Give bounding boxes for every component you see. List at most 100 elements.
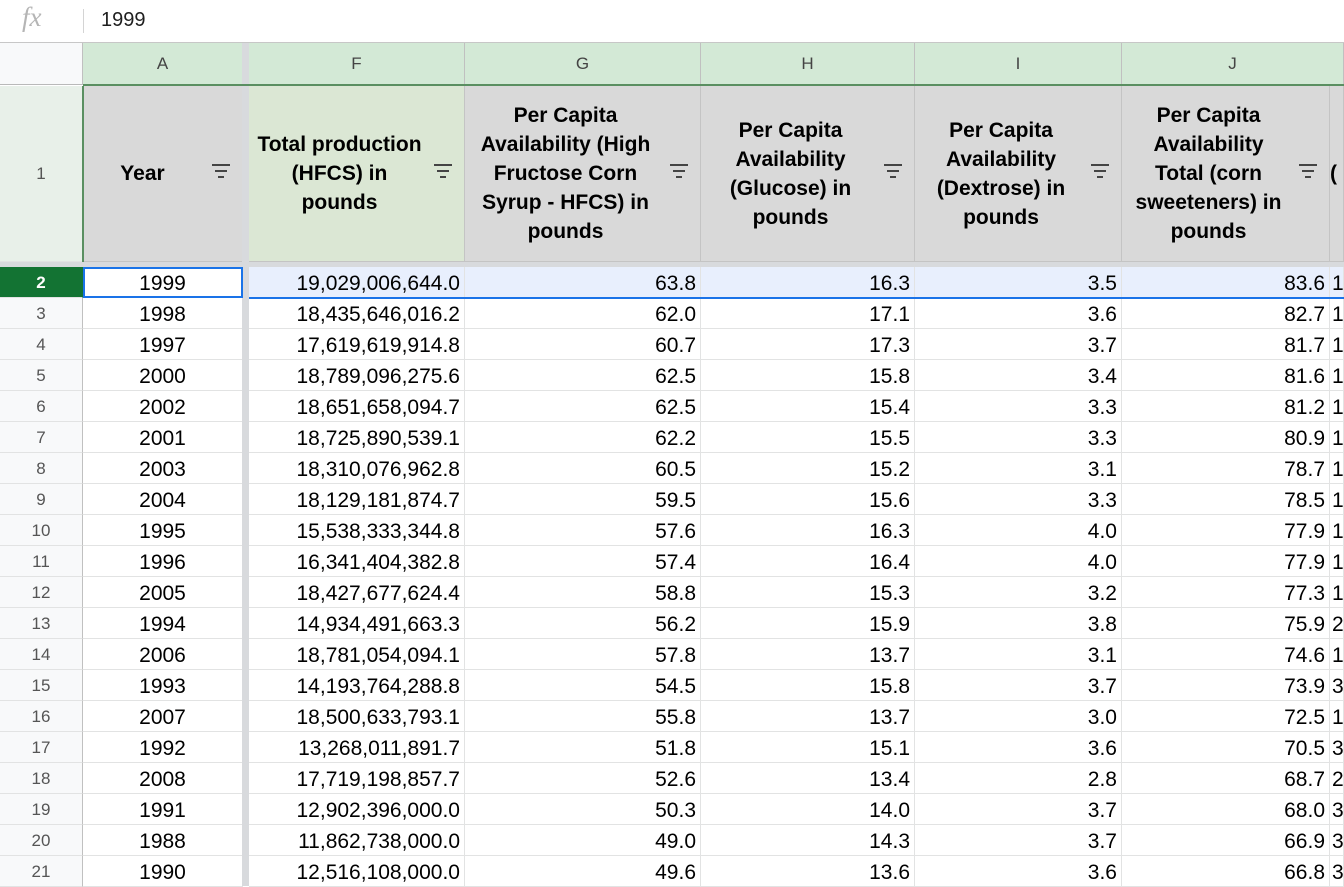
- table-cell[interactable]: 73.9: [1122, 670, 1330, 701]
- header-cell-j[interactable]: Per Capita Availability Total (corn swee…: [1122, 86, 1330, 262]
- table-cell[interactable]: 78.7: [1122, 453, 1330, 484]
- table-cell[interactable]: 15.6: [701, 484, 915, 515]
- table-cell[interactable]: 15.8: [701, 360, 915, 391]
- row-header-18[interactable]: 18: [0, 763, 83, 794]
- table-cell[interactable]: 1994: [83, 608, 243, 639]
- table-cell[interactable]: 3.3: [915, 422, 1122, 453]
- table-cell[interactable]: 62.0: [465, 298, 701, 329]
- table-cell[interactable]: 15.2: [701, 453, 915, 484]
- table-cell[interactable]: 18,435,646,016.2: [249, 298, 465, 329]
- table-cell[interactable]: 81.7: [1122, 329, 1330, 360]
- table-cell[interactable]: 18,725,890,539.1: [249, 422, 465, 453]
- table-cell-partial[interactable]: 1: [1330, 329, 1344, 360]
- table-cell[interactable]: 1995: [83, 515, 243, 546]
- table-cell[interactable]: 13.6: [701, 856, 915, 887]
- table-cell[interactable]: 51.8: [465, 732, 701, 763]
- row-header-17[interactable]: 17: [0, 732, 83, 763]
- row-header-19[interactable]: 19: [0, 794, 83, 825]
- filter-icon[interactable]: [668, 162, 690, 182]
- table-cell[interactable]: 3.2: [915, 577, 1122, 608]
- row-header-13[interactable]: 13: [0, 608, 83, 639]
- table-cell[interactable]: 13.7: [701, 639, 915, 670]
- table-cell[interactable]: 77.9: [1122, 546, 1330, 577]
- row-header-16[interactable]: 16: [0, 701, 83, 732]
- header-cell-a[interactable]: Year: [83, 86, 243, 262]
- table-cell[interactable]: 15.5: [701, 422, 915, 453]
- table-cell[interactable]: 15,538,333,344.8: [249, 515, 465, 546]
- table-cell[interactable]: 55.8: [465, 701, 701, 732]
- table-cell-partial[interactable]: 2: [1330, 763, 1344, 794]
- table-cell[interactable]: 49.0: [465, 825, 701, 856]
- table-cell[interactable]: 68.7: [1122, 763, 1330, 794]
- header-cell-f[interactable]: Total production (HFCS) in pounds: [249, 86, 465, 262]
- table-cell[interactable]: 15.3: [701, 577, 915, 608]
- row-header-21[interactable]: 21: [0, 856, 83, 887]
- table-cell[interactable]: 17,719,198,857.7: [249, 763, 465, 794]
- table-cell[interactable]: 2000: [83, 360, 243, 391]
- table-cell[interactable]: 1998: [83, 298, 243, 329]
- table-cell[interactable]: 15.8: [701, 670, 915, 701]
- table-cell[interactable]: 1990: [83, 856, 243, 887]
- table-cell[interactable]: 62.5: [465, 391, 701, 422]
- row-header-5[interactable]: 5: [0, 360, 83, 391]
- row-header-2[interactable]: 2: [0, 267, 83, 298]
- table-cell[interactable]: 66.9: [1122, 825, 1330, 856]
- table-cell[interactable]: 2007: [83, 701, 243, 732]
- table-cell[interactable]: 13.7: [701, 701, 915, 732]
- header-cell-h[interactable]: Per Capita Availability (Glucose) in pou…: [701, 86, 915, 262]
- column-header-h[interactable]: H: [701, 43, 915, 85]
- table-cell[interactable]: 18,427,677,624.4: [249, 577, 465, 608]
- table-cell[interactable]: 2003: [83, 453, 243, 484]
- table-cell[interactable]: 3.8: [915, 608, 1122, 639]
- header-cell-g[interactable]: Per Capita Availability (High Fructose C…: [465, 86, 701, 262]
- table-cell-partial[interactable]: 1: [1330, 360, 1344, 391]
- table-cell[interactable]: 74.6: [1122, 639, 1330, 670]
- table-cell[interactable]: 3.7: [915, 670, 1122, 701]
- table-cell[interactable]: 57.8: [465, 639, 701, 670]
- row-header-20[interactable]: 20: [0, 825, 83, 856]
- table-cell-partial[interactable]: 1: [1330, 298, 1344, 329]
- table-cell[interactable]: 1993: [83, 670, 243, 701]
- table-cell[interactable]: 3.5: [915, 267, 1122, 298]
- column-header-f[interactable]: F: [249, 43, 465, 85]
- table-cell[interactable]: 2001: [83, 422, 243, 453]
- table-cell[interactable]: 16.4: [701, 546, 915, 577]
- table-cell[interactable]: 81.6: [1122, 360, 1330, 391]
- table-cell[interactable]: 18,500,633,793.1: [249, 701, 465, 732]
- table-cell[interactable]: 49.6: [465, 856, 701, 887]
- table-cell[interactable]: 3.1: [915, 639, 1122, 670]
- table-cell[interactable]: 75.9: [1122, 608, 1330, 639]
- table-cell[interactable]: 13,268,011,891.7: [249, 732, 465, 763]
- table-cell[interactable]: 18,651,658,094.7: [249, 391, 465, 422]
- table-cell-partial[interactable]: 1: [1330, 484, 1344, 515]
- table-cell[interactable]: 68.0: [1122, 794, 1330, 825]
- row-header-3[interactable]: 3: [0, 298, 83, 329]
- row-header-12[interactable]: 12: [0, 577, 83, 608]
- table-cell[interactable]: 77.3: [1122, 577, 1330, 608]
- table-cell[interactable]: 15.4: [701, 391, 915, 422]
- table-cell[interactable]: 2.8: [915, 763, 1122, 794]
- column-header-g[interactable]: G: [465, 43, 701, 85]
- column-header-i[interactable]: I: [915, 43, 1122, 85]
- table-cell[interactable]: 18,789,096,275.6: [249, 360, 465, 391]
- table-cell[interactable]: 18,781,054,094.1: [249, 639, 465, 670]
- filter-icon[interactable]: [882, 162, 904, 182]
- table-cell-partial[interactable]: 1: [1330, 391, 1344, 422]
- frozen-column-divider[interactable]: [242, 43, 249, 886]
- table-cell[interactable]: 16,341,404,382.8: [249, 546, 465, 577]
- table-cell[interactable]: 17.3: [701, 329, 915, 360]
- table-cell[interactable]: 12,516,108,000.0: [249, 856, 465, 887]
- table-cell[interactable]: 14,193,764,288.8: [249, 670, 465, 701]
- table-cell[interactable]: 14,934,491,663.3: [249, 608, 465, 639]
- row-header-15[interactable]: 15: [0, 670, 83, 701]
- table-cell[interactable]: 16.3: [701, 267, 915, 298]
- filter-icon[interactable]: [1297, 162, 1319, 182]
- table-cell-partial[interactable]: 1: [1330, 453, 1344, 484]
- table-cell-partial[interactable]: 1: [1330, 639, 1344, 670]
- row-header-9[interactable]: 9: [0, 484, 83, 515]
- table-cell[interactable]: 3.7: [915, 329, 1122, 360]
- table-cell[interactable]: 3.3: [915, 391, 1122, 422]
- table-cell[interactable]: 2005: [83, 577, 243, 608]
- table-cell[interactable]: 18,310,076,962.8: [249, 453, 465, 484]
- table-cell[interactable]: 1997: [83, 329, 243, 360]
